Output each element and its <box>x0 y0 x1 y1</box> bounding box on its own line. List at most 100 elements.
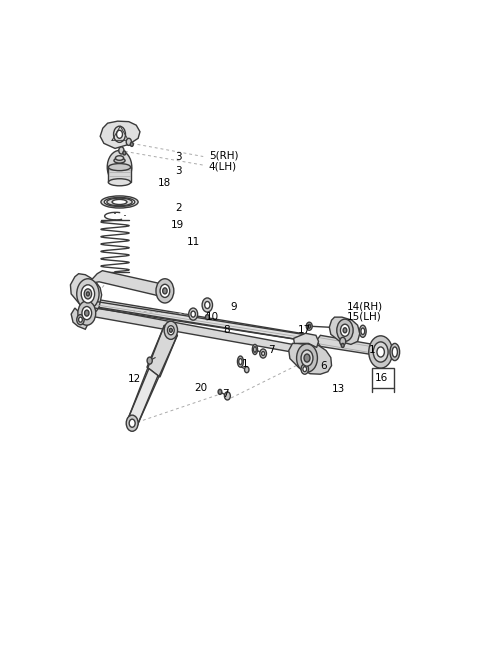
Text: 4(LH): 4(LH) <box>209 161 237 172</box>
Ellipse shape <box>107 198 132 206</box>
Circle shape <box>218 390 222 394</box>
Polygon shape <box>71 308 88 329</box>
Circle shape <box>79 317 83 322</box>
Text: 6: 6 <box>321 361 327 371</box>
Ellipse shape <box>115 155 124 160</box>
Circle shape <box>129 419 135 427</box>
Circle shape <box>189 308 198 320</box>
Circle shape <box>126 138 132 146</box>
Circle shape <box>301 350 313 366</box>
Circle shape <box>77 279 99 309</box>
Circle shape <box>308 324 311 328</box>
Circle shape <box>86 292 89 296</box>
Ellipse shape <box>101 196 138 208</box>
Ellipse shape <box>252 344 258 354</box>
Text: 19: 19 <box>171 220 184 230</box>
Text: 18: 18 <box>157 178 171 188</box>
Circle shape <box>244 367 249 373</box>
Circle shape <box>163 288 167 294</box>
Text: 15(LH): 15(LH) <box>347 311 381 321</box>
Ellipse shape <box>112 199 127 205</box>
Circle shape <box>369 336 393 368</box>
Ellipse shape <box>239 359 242 365</box>
Text: 20: 20 <box>194 383 207 393</box>
Circle shape <box>204 302 210 308</box>
Text: 7: 7 <box>268 346 275 356</box>
Circle shape <box>301 364 309 374</box>
Text: 7: 7 <box>222 389 229 399</box>
Circle shape <box>260 349 266 358</box>
Circle shape <box>373 342 388 362</box>
Circle shape <box>225 392 230 400</box>
Circle shape <box>303 367 307 372</box>
Circle shape <box>114 126 125 142</box>
Circle shape <box>78 301 96 325</box>
Circle shape <box>81 285 95 303</box>
Text: 3: 3 <box>175 152 182 162</box>
Text: 1: 1 <box>242 359 249 369</box>
Circle shape <box>156 279 174 303</box>
Ellipse shape <box>238 356 243 367</box>
Ellipse shape <box>108 178 131 186</box>
Circle shape <box>84 310 89 316</box>
Circle shape <box>202 298 213 312</box>
Text: 14(RH): 14(RH) <box>347 301 383 311</box>
Circle shape <box>205 315 209 319</box>
Circle shape <box>169 328 172 333</box>
Circle shape <box>343 328 347 333</box>
Polygon shape <box>289 343 332 374</box>
Circle shape <box>82 306 92 319</box>
Circle shape <box>337 319 353 341</box>
Circle shape <box>191 311 195 317</box>
Polygon shape <box>82 299 313 341</box>
Text: 10: 10 <box>206 312 219 322</box>
Ellipse shape <box>253 346 256 352</box>
Text: 5(RH): 5(RH) <box>209 150 238 161</box>
Circle shape <box>77 315 84 325</box>
Bar <box>372 367 394 388</box>
Circle shape <box>107 150 132 184</box>
Polygon shape <box>317 335 385 359</box>
Circle shape <box>168 326 174 335</box>
Text: 17: 17 <box>298 325 312 335</box>
Ellipse shape <box>392 347 397 357</box>
Circle shape <box>164 321 178 339</box>
Ellipse shape <box>360 325 366 337</box>
Circle shape <box>117 131 122 138</box>
Text: 2: 2 <box>175 203 182 213</box>
Polygon shape <box>128 369 158 426</box>
Circle shape <box>304 354 310 362</box>
Ellipse shape <box>390 343 400 361</box>
Text: 9: 9 <box>230 302 237 312</box>
Circle shape <box>147 357 152 364</box>
Polygon shape <box>71 274 102 311</box>
Circle shape <box>377 347 384 357</box>
Polygon shape <box>79 307 319 361</box>
Polygon shape <box>91 271 170 298</box>
Circle shape <box>340 337 346 346</box>
Polygon shape <box>100 121 140 148</box>
Circle shape <box>340 324 349 337</box>
Circle shape <box>119 147 124 154</box>
Ellipse shape <box>104 197 135 207</box>
Circle shape <box>84 289 92 299</box>
Circle shape <box>306 322 312 330</box>
Polygon shape <box>108 167 131 182</box>
Circle shape <box>341 343 344 348</box>
Circle shape <box>123 151 126 155</box>
Text: 12: 12 <box>128 374 141 384</box>
Text: 8: 8 <box>224 325 230 335</box>
Text: 13: 13 <box>332 384 345 394</box>
Text: 1: 1 <box>369 346 375 356</box>
Ellipse shape <box>114 158 125 163</box>
Ellipse shape <box>361 328 365 335</box>
Polygon shape <box>147 325 177 377</box>
Ellipse shape <box>108 163 131 171</box>
Circle shape <box>297 344 317 372</box>
Polygon shape <box>329 317 360 344</box>
Circle shape <box>262 352 264 356</box>
Circle shape <box>130 142 133 146</box>
Text: 16: 16 <box>374 373 387 382</box>
Circle shape <box>160 284 170 297</box>
Circle shape <box>126 415 138 431</box>
